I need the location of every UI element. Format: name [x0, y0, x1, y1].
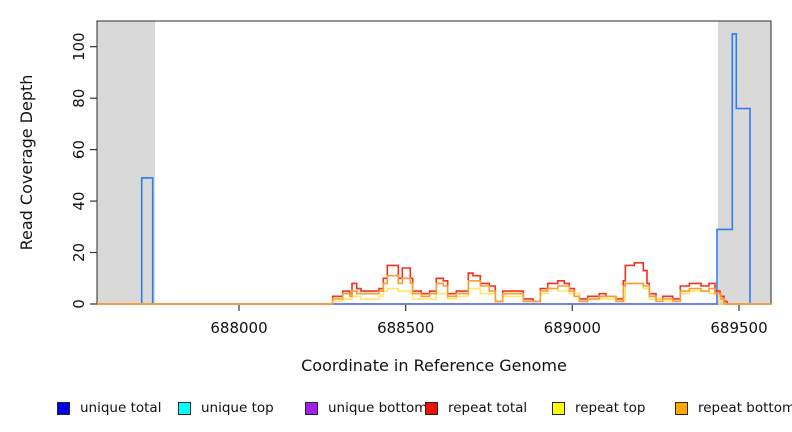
legend-label: unique total — [80, 400, 162, 416]
legend-swatch-unique-top — [178, 401, 191, 415]
legend-label: unique bottom — [328, 400, 428, 416]
y-tick-label: 0 — [70, 299, 88, 309]
legend-swatch-repeat-bottom — [675, 401, 688, 415]
plot-frame — [96, 20, 772, 305]
legend-item-unique-total: unique total — [57, 398, 161, 418]
y-tick-label: 80 — [70, 89, 88, 108]
legend-label: unique top — [201, 400, 274, 416]
series-line-unique-total — [97, 33, 771, 305]
y-tick-label: 60 — [70, 140, 88, 159]
x-tick-label: 688500 — [377, 319, 434, 337]
series-line-repeat-total — [97, 262, 771, 305]
legend: unique total unique top unique bottom repea… — [0, 398, 792, 422]
legend-swatch-repeat-total — [425, 401, 438, 415]
x-tick-label: 689500 — [710, 319, 767, 337]
legend-swatch-unique-bottom — [305, 401, 318, 415]
legend-label: repeat bottom — [698, 400, 792, 416]
y-tick-label: 100 — [70, 32, 88, 61]
y-tick-label: 40 — [70, 192, 88, 211]
legend-label: repeat total — [448, 400, 528, 416]
legend-item-repeat-top: repeat top — [552, 398, 645, 418]
legend-item-unique-bottom: unique bottom — [305, 398, 427, 418]
masked-region — [97, 21, 155, 304]
masked-region — [718, 21, 771, 304]
series-line-repeat-bottom — [97, 274, 771, 305]
legend-swatch-repeat-top — [552, 401, 565, 415]
plot-area: 688000 688500 689000 689500 0 20 40 60 80 100 Coor… — [17, 20, 772, 375]
legend-item-unique-top: unique top — [178, 398, 274, 418]
x-tick-label: 689000 — [544, 319, 601, 337]
legend-item-repeat-total: repeat total — [425, 398, 527, 418]
legend-swatch-unique-total — [57, 401, 70, 415]
x-tick-label: 688000 — [210, 319, 267, 337]
legend-item-repeat-bottom: repeat bottom — [675, 398, 792, 418]
x-axis-title: Coordinate in Reference Genome — [301, 356, 567, 375]
y-axis-title: Read Coverage Depth — [17, 75, 36, 251]
legend-label: repeat top — [575, 400, 646, 416]
y-tick-label: 20 — [70, 243, 88, 262]
